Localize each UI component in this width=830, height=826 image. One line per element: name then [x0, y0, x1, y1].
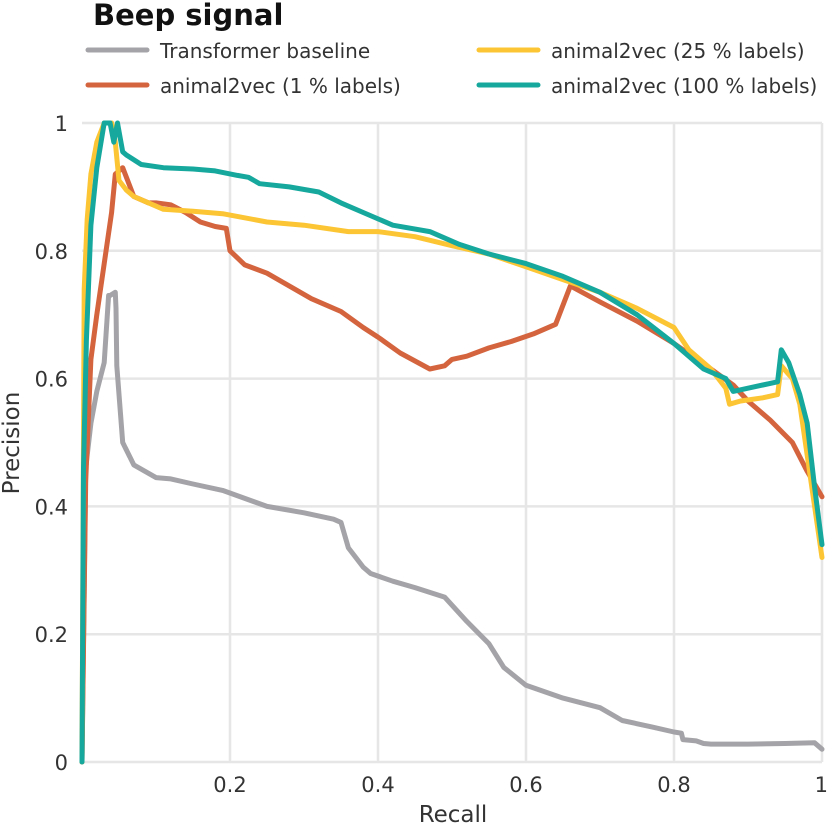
- legend-entry-animal2vec-100: animal2vec (100 % labels): [476, 74, 817, 98]
- y-tick-label: 0.4: [35, 495, 68, 519]
- series-line-transformer-baseline: [79, 289, 825, 765]
- y-tick-label: 0.6: [35, 368, 68, 392]
- series-lines: [79, 120, 825, 765]
- chart-title: Beep signal: [93, 0, 283, 32]
- series-line-animal2vec-100: [79, 120, 825, 765]
- x-tick-label: 0.6: [509, 773, 542, 797]
- y-tick-label: 0: [55, 751, 68, 775]
- legend-label-animal2vec-1: animal2vec (1 % labels): [160, 74, 401, 98]
- x-tick-label: 0.2: [213, 773, 246, 797]
- x-axis-label: Recall: [419, 802, 488, 826]
- x-tick-labels: 0.2 0.4 0.6 0.8 1: [213, 773, 828, 797]
- legend-entry-animal2vec-25: animal2vec (25 % labels): [476, 39, 805, 63]
- legend-entry-animal2vec-1: animal2vec (1 % labels): [85, 74, 401, 98]
- x-tick-label: 0.4: [361, 773, 394, 797]
- y-tick-label: 0.2: [35, 623, 68, 647]
- x-tick-label: 1: [815, 773, 828, 797]
- legend-label-animal2vec-25: animal2vec (25 % labels): [551, 39, 805, 63]
- y-axis-label: Precision: [0, 392, 25, 495]
- y-tick-label: 1: [55, 112, 68, 136]
- legend-label-animal2vec-100: animal2vec (100 % labels): [551, 74, 817, 98]
- series-line-animal2vec-1: [79, 165, 825, 765]
- legend-label-transformer-baseline: Transformer baseline: [159, 39, 370, 63]
- x-tick-label: 0.8: [657, 773, 690, 797]
- legend: Transformer baseline animal2vec (1 % lab…: [85, 39, 817, 98]
- y-tick-label: 0.8: [35, 240, 68, 264]
- y-tick-labels: 0 0.2 0.4 0.6 0.8 1: [35, 112, 68, 775]
- legend-entry-transformer-baseline: Transformer baseline: [85, 39, 370, 63]
